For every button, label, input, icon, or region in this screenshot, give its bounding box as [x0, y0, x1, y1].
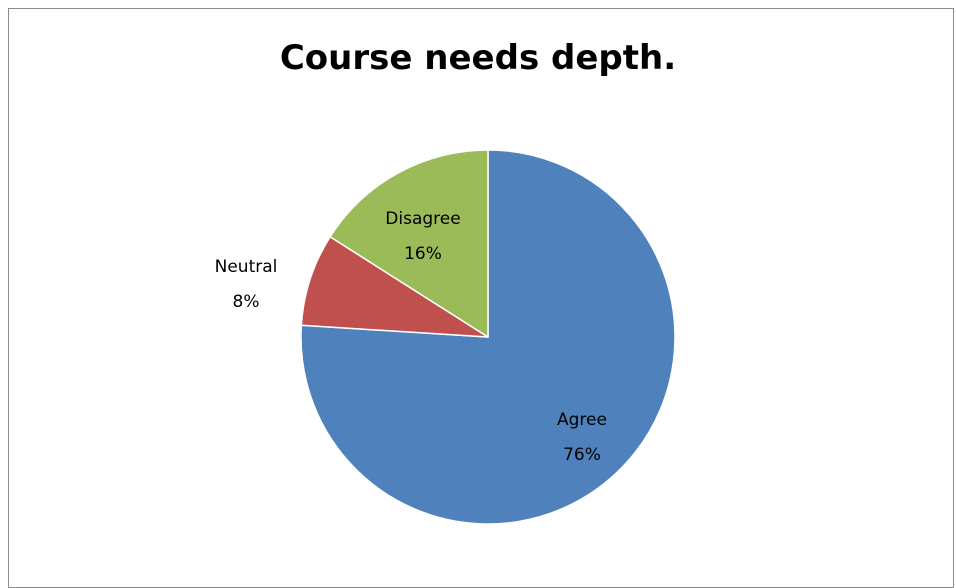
slice-label-agree: Agree — [557, 410, 607, 430]
pie-labels: Agree 76% Neutral 8% Disagree 16% — [215, 209, 607, 465]
slice-label-neutral: Neutral — [215, 257, 278, 277]
slice-value-disagree: 16% — [404, 244, 442, 264]
slice-value-neutral: 8% — [233, 292, 260, 312]
pie-slice-disagree — [329, 149, 489, 338]
pie-slice-neutral — [300, 236, 489, 338]
slice-value-agree: 76% — [563, 445, 601, 465]
slice-label-disagree: Disagree — [385, 209, 460, 229]
pie-slices — [300, 149, 676, 525]
chart-title: Course needs depth. — [279, 38, 677, 78]
